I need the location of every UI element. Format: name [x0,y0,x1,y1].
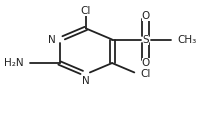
Text: CH₃: CH₃ [178,34,197,45]
Text: H₂N: H₂N [4,58,24,68]
Text: Cl: Cl [140,69,151,79]
Text: Cl: Cl [81,6,91,16]
Text: S: S [143,34,149,45]
Text: O: O [142,58,150,68]
Text: N: N [82,76,90,86]
Text: N: N [48,34,56,45]
Text: O: O [142,11,150,21]
